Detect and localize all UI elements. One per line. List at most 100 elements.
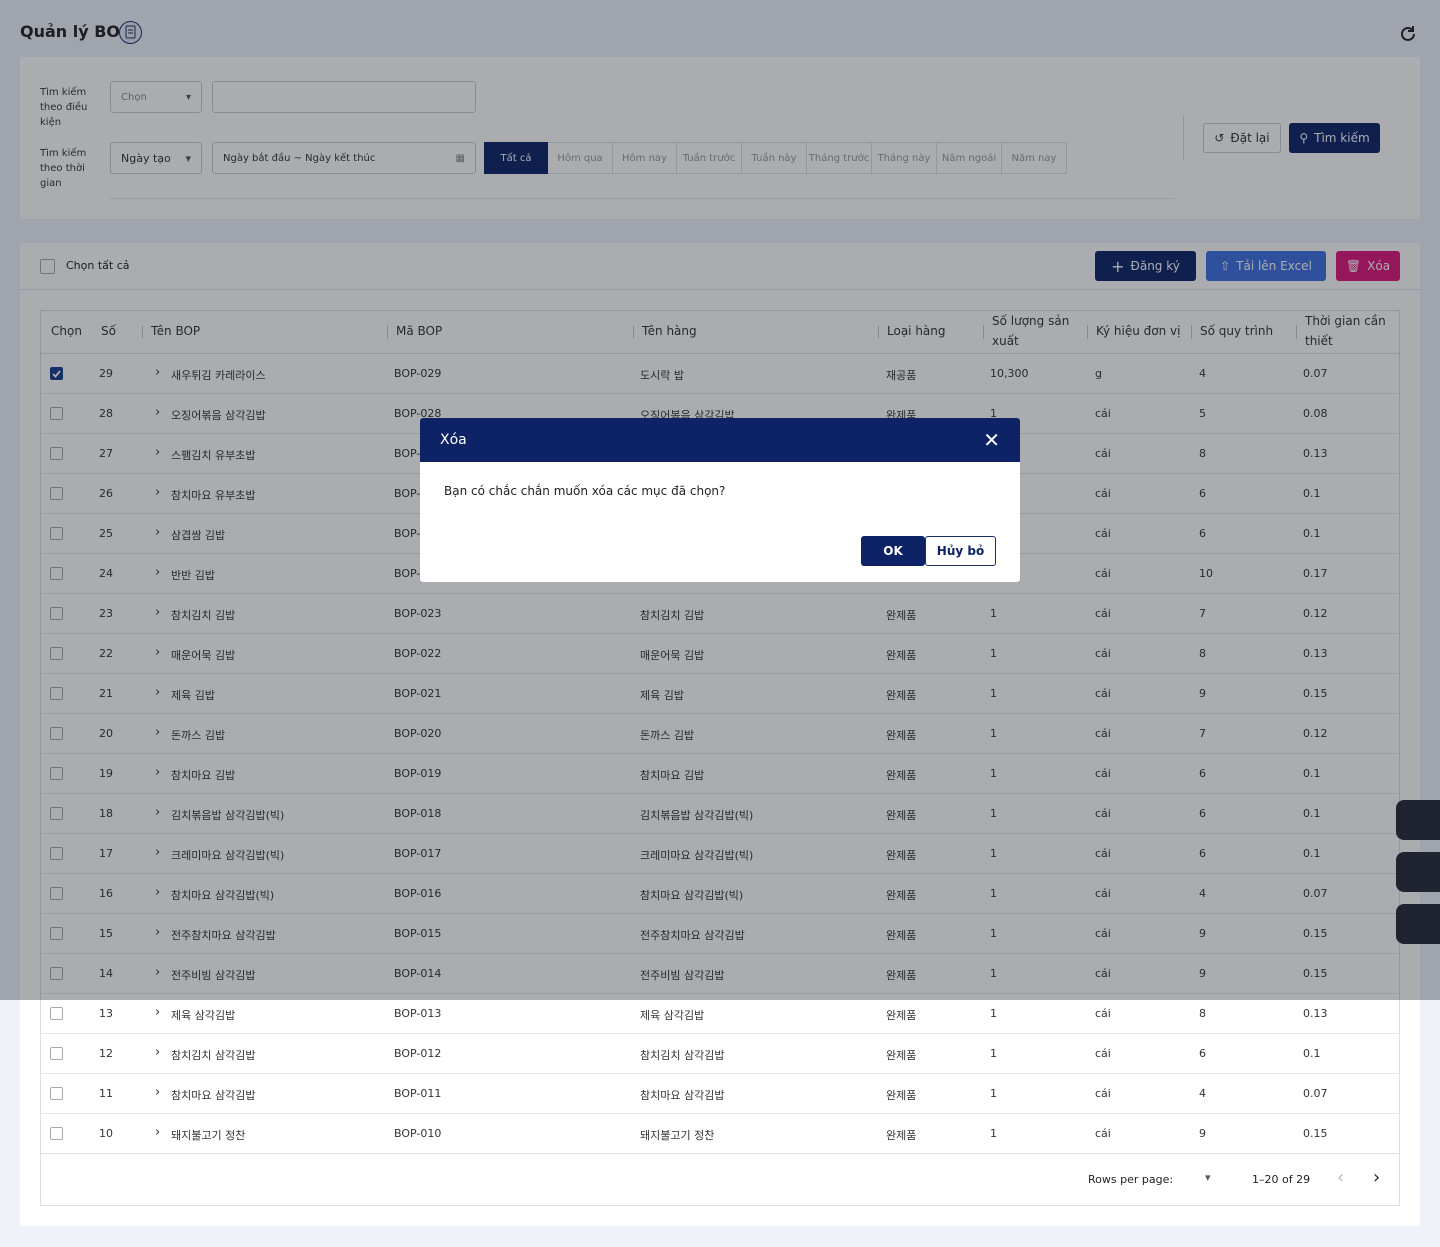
- row-checkbox[interactable]: [50, 607, 63, 620]
- select[interactable]: Ngày tạo ▾: [110, 142, 202, 174]
- quick-range[interactable]: Năm nay: [1002, 142, 1067, 174]
- row-checkbox[interactable]: [50, 1007, 63, 1020]
- expand-chevron[interactable]: ›: [155, 1085, 161, 1100]
- support-button[interactable]: [1396, 904, 1440, 944]
- delete-button[interactable]: 🗑 Xóa: [1336, 251, 1400, 281]
- expand-chevron[interactable]: ›: [155, 765, 161, 780]
- table-cell: BOP-022: [394, 647, 442, 660]
- column-header: Ký hiệu đơn vị: [1096, 324, 1181, 338]
- row-checkbox[interactable]: [50, 967, 63, 980]
- bot-button[interactable]: [1396, 800, 1440, 840]
- quick-range[interactable]: Tuần trước: [677, 142, 742, 174]
- expand-chevron[interactable]: ›: [155, 965, 161, 980]
- table-cell: 완제품: [886, 1129, 917, 1142]
- table-cell: 0.1: [1303, 807, 1321, 820]
- divider: [1183, 115, 1184, 161]
- table-cell: 4: [1199, 1087, 1206, 1100]
- cancel-button[interactable]: Hủy bỏ: [925, 536, 996, 566]
- expand-chevron[interactable]: ›: [155, 405, 161, 420]
- register-button[interactable]: + Đăng ký: [1095, 251, 1196, 281]
- prev-page[interactable]: ‹: [1337, 1167, 1345, 1188]
- quick-range[interactable]: Hôm nay: [613, 142, 677, 174]
- expand-chevron[interactable]: ›: [155, 885, 161, 900]
- row-checkbox[interactable]: [50, 1047, 63, 1060]
- table-cell: 1: [990, 807, 997, 820]
- table-cell: 0.12: [1303, 727, 1328, 740]
- table-cell: 완제품: [886, 609, 917, 622]
- table-cell: 크레미마요 삼각김밥(빅): [640, 849, 754, 862]
- reset-button[interactable]: ↺ Đặt lại: [1203, 123, 1281, 153]
- quick-range[interactable]: Tháng này: [872, 142, 937, 174]
- quick-range[interactable]: Tất cả: [484, 142, 548, 174]
- expand-chevron[interactable]: ›: [155, 445, 161, 460]
- checkbox[interactable]: [40, 259, 55, 274]
- column-header: Tên hàng: [642, 324, 697, 338]
- date-range[interactable]: Ngày bắt đầu ~ Ngày kết thúc ▦: [212, 142, 476, 174]
- table-cell: 10: [99, 1127, 113, 1140]
- button-label: Tìm kiếm: [1314, 131, 1370, 145]
- expand-chevron[interactable]: ›: [155, 645, 161, 660]
- quick-range[interactable]: Tháng trước: [807, 142, 872, 174]
- upload-button[interactable]: ⇧ Tải lên Excel: [1206, 251, 1326, 281]
- row-checkbox[interactable]: [50, 527, 63, 540]
- button-label: Đăng ký: [1130, 259, 1180, 273]
- table-cell: 8: [1199, 647, 1206, 660]
- table-cell: 전주참치마요 삼각김밥: [171, 929, 276, 942]
- row-checkbox[interactable]: [50, 447, 63, 460]
- expand-chevron[interactable]: ›: [155, 605, 161, 620]
- refresh-icon[interactable]: [1398, 24, 1418, 44]
- row-checkbox[interactable]: [50, 807, 63, 820]
- table-cell: 6: [1199, 807, 1206, 820]
- expand-chevron[interactable]: ›: [155, 1125, 161, 1140]
- expand-chevron[interactable]: ›: [155, 365, 161, 380]
- quick-range[interactable]: Năm ngoái: [937, 142, 1002, 174]
- row-checkbox[interactable]: [50, 647, 63, 660]
- row-divider: [41, 1113, 1399, 1114]
- manual-button[interactable]: [1396, 852, 1440, 892]
- table-cell: 전주참치마요 삼각김밥: [640, 929, 745, 942]
- table-cell: 22: [99, 647, 113, 660]
- rows-per-page-select[interactable]: ▾: [1205, 1171, 1211, 1184]
- row-checkbox[interactable]: [50, 1087, 63, 1100]
- expand-chevron[interactable]: ›: [155, 1005, 161, 1020]
- text-input[interactable]: [212, 81, 476, 113]
- doc-icon[interactable]: [118, 20, 143, 45]
- next-page[interactable]: ›: [1373, 1167, 1381, 1188]
- row-checkbox[interactable]: [50, 727, 63, 740]
- row-checkbox[interactable]: [50, 367, 63, 380]
- row-checkbox[interactable]: [50, 887, 63, 900]
- expand-chevron[interactable]: ›: [155, 925, 161, 940]
- ok-button[interactable]: OK: [861, 536, 925, 566]
- column-header: Tên BOP: [151, 324, 201, 338]
- expand-chevron[interactable]: ›: [155, 805, 161, 820]
- column-header: Số quy trình: [1200, 324, 1274, 338]
- row-checkbox[interactable]: [50, 567, 63, 580]
- expand-chevron[interactable]: ›: [155, 725, 161, 740]
- quick-range[interactable]: Hôm qua: [548, 142, 613, 174]
- expand-chevron[interactable]: ›: [155, 845, 161, 860]
- row-divider: [41, 793, 1399, 794]
- row-checkbox[interactable]: [50, 927, 63, 940]
- table-cell: 완제품: [886, 769, 917, 782]
- row-divider: [41, 913, 1399, 914]
- expand-chevron[interactable]: ›: [155, 525, 161, 540]
- table-cell: 0.1: [1303, 527, 1321, 540]
- expand-chevron[interactable]: ›: [155, 1045, 161, 1060]
- row-checkbox[interactable]: [50, 487, 63, 500]
- row-checkbox[interactable]: [50, 1127, 63, 1140]
- close-button[interactable]: ✕: [983, 428, 1000, 452]
- row-checkbox[interactable]: [50, 767, 63, 780]
- select[interactable]: Chọn ▾: [110, 81, 202, 113]
- search-button[interactable]: ⚲ Tìm kiếm: [1289, 123, 1380, 153]
- expand-chevron[interactable]: ›: [155, 485, 161, 500]
- expand-chevron[interactable]: ›: [155, 685, 161, 700]
- table-cell: BOP-019: [394, 767, 442, 780]
- expand-chevron[interactable]: ›: [155, 565, 161, 580]
- row-checkbox[interactable]: [50, 847, 63, 860]
- quick-range[interactable]: Tuần này: [742, 142, 807, 174]
- row-checkbox[interactable]: [50, 407, 63, 420]
- table-cell: 완제품: [886, 969, 917, 982]
- row-checkbox[interactable]: [50, 687, 63, 700]
- table-cell: 김치볶음밥 삼각김밥(빅): [171, 809, 285, 822]
